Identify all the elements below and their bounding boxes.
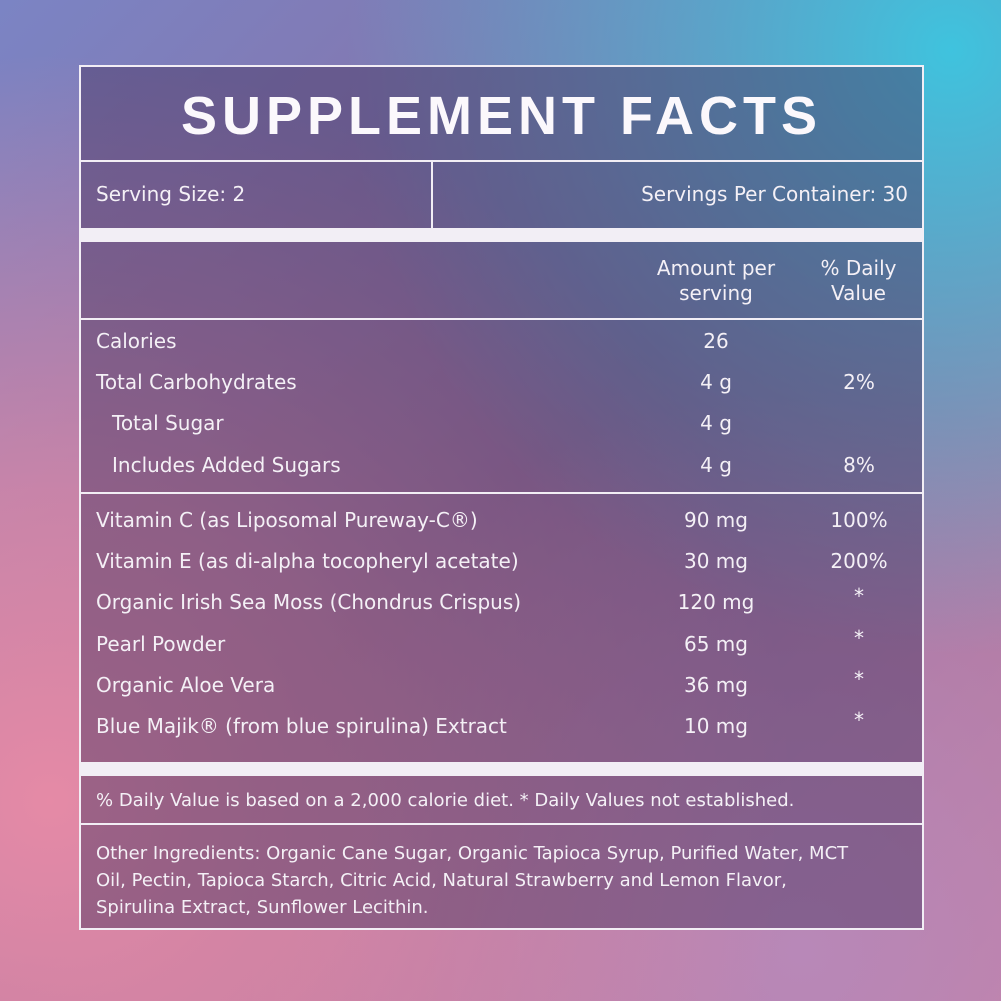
- nutrient-daily-value: *: [854, 584, 864, 609]
- divider: [81, 823, 922, 825]
- nutrient-name: Vitamin C (as Liposomal Pureway-C®): [96, 508, 478, 532]
- nutrient-amount: 26: [703, 329, 729, 353]
- nutrient-daily-value: 100%: [830, 508, 888, 532]
- nutrient-row: Vitamin C (as Liposomal Pureway-C®) 90 mg…: [81, 500, 922, 541]
- nutrient-name: Pearl Powder: [96, 631, 226, 656]
- nutrient-amount: 10 mg: [684, 714, 748, 738]
- divider: [431, 160, 433, 228]
- nutrient-amount: 120 mg: [677, 590, 755, 615]
- servings-per-container: Servings Per Container: 30: [641, 182, 908, 206]
- nutrient-daily-value: 2%: [843, 370, 875, 395]
- nutrient-daily-value: 8%: [843, 452, 875, 477]
- divider-bar: [81, 762, 922, 776]
- nutrient-name: Includes Added Sugars: [112, 452, 341, 477]
- nutrient-row: Blue Majik® (from blue spirulina) Extrac…: [81, 706, 922, 747]
- amount-header: Amount per serving: [656, 256, 776, 305]
- nutrient-row: Includes Added Sugars 4 g 8%: [81, 445, 922, 486]
- nutrient-row: Organic Irish Sea Moss (Chondrus Crispus…: [81, 582, 922, 623]
- nutrient-amount: 30 mg: [684, 549, 748, 574]
- daily-value-header: % Daily Value: [820, 256, 897, 305]
- nutrient-amount: 90 mg: [684, 508, 748, 532]
- nutrient-name: Vitamin E (as di-alpha tocopheryl acetat…: [96, 549, 519, 574]
- nutrient-amount: 65 mg: [684, 631, 748, 656]
- footnote: % Daily Value is based on a 2,000 calori…: [96, 790, 795, 811]
- nutrient-name: Total Carbohydrates: [96, 370, 297, 395]
- nutrient-name: Calories: [96, 329, 177, 353]
- nutrient-daily-value: *: [854, 625, 864, 650]
- other-ingredients: Other Ingredients: Organic Cane Sugar, O…: [96, 843, 849, 918]
- nutrient-row: Organic Aloe Vera 36 mg *: [81, 665, 922, 706]
- nutrient-name: Organic Aloe Vera: [96, 672, 276, 697]
- divider: [81, 160, 922, 162]
- nutrient-name: Organic Irish Sea Moss (Chondrus Crispus…: [96, 590, 522, 615]
- nutrient-amount: 4 g: [700, 411, 732, 436]
- nutrient-daily-value: *: [854, 708, 864, 732]
- nutrient-amount: 4 g: [700, 370, 732, 395]
- nutrient-row: Vitamin E (as di-alpha tocopheryl acetat…: [81, 541, 922, 582]
- divider-bar: [81, 228, 922, 242]
- nutrient-row: Calories 26: [81, 321, 922, 362]
- nutrient-daily-value: 200%: [830, 549, 888, 574]
- nutrient-name: Total Sugar: [112, 411, 224, 436]
- facts-panel: SUPPLEMENT FACTS Serving Size: 2 Serving…: [79, 65, 924, 930]
- nutrient-row: Total Carbohydrates 4 g 2%: [81, 362, 922, 403]
- divider: [81, 318, 922, 320]
- divider: [81, 492, 922, 494]
- nutrient-amount: 36 mg: [684, 672, 748, 697]
- nutrient-name: Blue Majik® (from blue spirulina) Extrac…: [96, 714, 507, 738]
- title: SUPPLEMENT FACTS: [180, 86, 823, 146]
- serving-size: Serving Size: 2: [96, 182, 246, 206]
- nutrient-amount: 4 g: [700, 452, 732, 477]
- nutrient-row: Total Sugar 4 g: [81, 403, 922, 444]
- nutrient-row: Pearl Powder 65 mg *: [81, 624, 922, 665]
- nutrient-daily-value: *: [854, 666, 864, 691]
